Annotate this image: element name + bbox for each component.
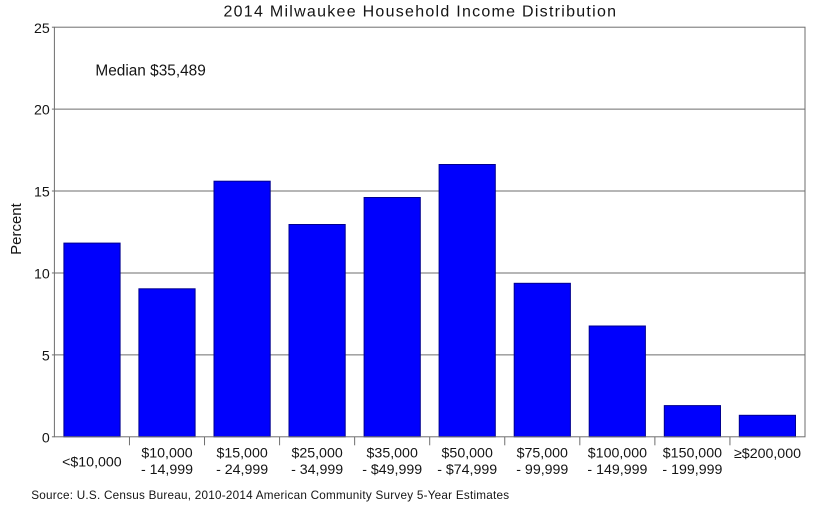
svg-text:$100,000: $100,000 xyxy=(588,445,647,461)
svg-text:2014 Milwaukee Household Incom: 2014 Milwaukee Household Income Distribu… xyxy=(223,4,617,21)
svg-text:- 99,999: - 99,999 xyxy=(516,462,568,478)
svg-text:10: 10 xyxy=(34,267,50,283)
svg-text:≥$200,000: ≥$200,000 xyxy=(734,446,801,462)
svg-text:- 24,999: - 24,999 xyxy=(216,462,268,478)
svg-text:$25,000: $25,000 xyxy=(291,445,342,461)
svg-text:- 149,999: - 149,999 xyxy=(587,462,647,478)
svg-text:<$10,000: <$10,000 xyxy=(62,455,122,471)
svg-text:$150,000: $150,000 xyxy=(663,445,722,461)
svg-text:20: 20 xyxy=(34,103,50,119)
svg-text:$10,000: $10,000 xyxy=(141,445,192,461)
svg-text:15: 15 xyxy=(34,185,50,201)
svg-text:$50,000: $50,000 xyxy=(442,445,493,461)
svg-text:- 14,999: - 14,999 xyxy=(141,462,193,478)
svg-text:- $49,999: - $49,999 xyxy=(362,462,422,478)
svg-text:$75,000: $75,000 xyxy=(517,445,568,461)
svg-text:- $74,999: - $74,999 xyxy=(437,462,497,478)
svg-text:Source: U.S. Census Bureau, 20: Source: U.S. Census Bureau, 2010-2014 Am… xyxy=(31,489,509,502)
svg-text:$35,000: $35,000 xyxy=(367,445,418,461)
svg-text:$15,000: $15,000 xyxy=(216,445,267,461)
svg-text:- 199,999: - 199,999 xyxy=(662,462,722,478)
svg-text:- 34,999: - 34,999 xyxy=(291,462,343,478)
svg-text:0: 0 xyxy=(42,430,50,446)
svg-text:Median $35,489: Median $35,489 xyxy=(95,62,205,79)
svg-text:25: 25 xyxy=(34,21,50,37)
svg-text:Percent: Percent xyxy=(8,202,25,255)
svg-text:5: 5 xyxy=(42,348,50,364)
